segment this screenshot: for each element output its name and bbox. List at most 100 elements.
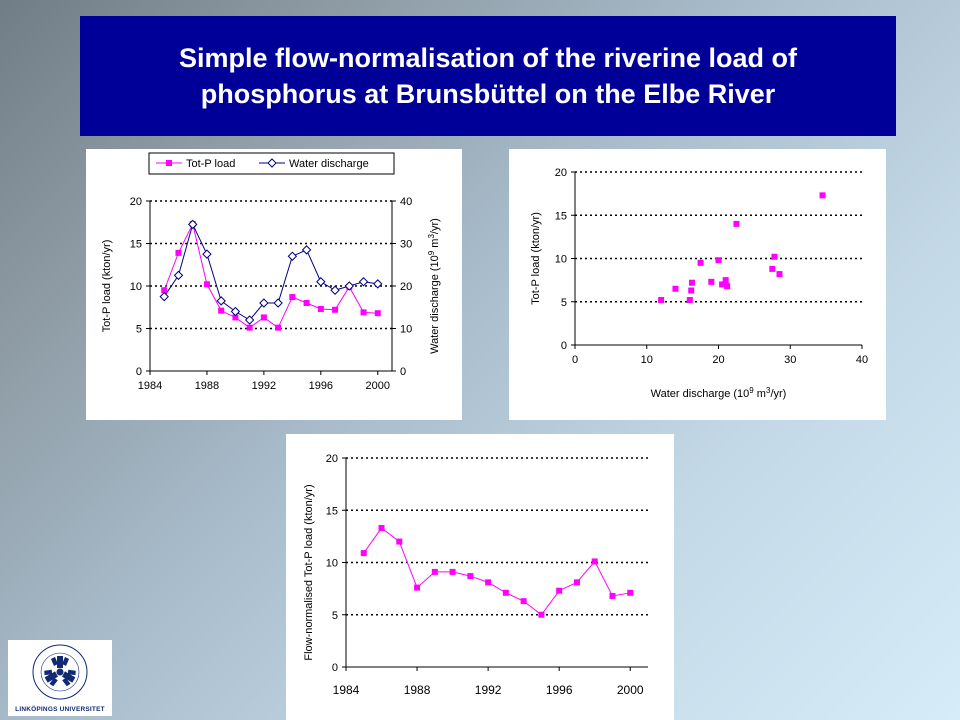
chart3-ytick-label: 15 [326,505,338,517]
chart3-point [538,611,545,618]
chart1-xtick-label: 1984 [138,380,162,392]
chart2-ytick-label: 15 [555,210,567,222]
chart3-point [609,592,616,599]
chart1-y2tick-label: 20 [400,281,412,293]
chart2-point [719,281,726,288]
chart1-load-point [289,294,296,301]
chart2-point [771,253,778,260]
chart1-discharge-point [273,298,283,308]
chart3-ytick-label: 10 [326,558,338,570]
chart1-y2label: Water discharge (109 m3/yr) [427,218,442,354]
chart3-point [573,579,580,586]
chart2-point [686,297,693,304]
chart1-discharge-point [316,277,326,287]
chart1-discharge-point [358,277,369,287]
chart1-load-point [374,310,381,317]
chart2-point [688,279,695,286]
chart3-point [485,579,492,586]
chart1-load-point [175,249,182,256]
chart1-discharge-point [173,270,184,281]
chart2-point [658,297,665,304]
chart2-xtick-label: 40 [856,354,868,366]
chart1-load-point [161,287,168,294]
chart1-ytick-label: 5 [136,324,142,336]
chart2-xtick-label: 30 [784,354,796,366]
chart3-xtick-label: 1992 [475,683,502,697]
chart1-y2tick-label: 10 [400,324,412,336]
chart3-point [360,550,367,557]
chart3-point [378,525,385,532]
chart2-point [697,259,704,266]
chart3-point [431,568,438,575]
chart2-svg: 0 5 10 15 20 0 10 20 30 40 Tot-P load (kton/yr) Wat… [530,167,868,401]
chart1-load-point [218,307,225,314]
chart2-xtick-label: 0 [572,354,578,366]
chart2-point [672,285,679,292]
chart3-series-line [363,527,631,616]
chart3-point [396,538,403,545]
chart3-svg: 0 5 10 15 20 1984 1988 1992 1996 2000 Flow-normali… [303,453,648,697]
university-seal-icon [32,644,88,700]
chart1-discharge-point [244,315,255,325]
flow-normalised-load-chart: 0 5 10 15 20 1984 1988 1992 1996 2000 Flow-normali… [286,434,674,720]
chart1-discharge-point [259,298,269,308]
chart1-ytick-label: 15 [130,239,142,251]
chart1-xtick-label: 1992 [252,380,276,392]
chart1-discharge-point [230,306,241,317]
chart1-y2tick-label: 40 [400,196,412,208]
chart1-load-point [275,324,282,331]
chart3-point [502,589,509,596]
chart1-discharge-point [287,251,298,261]
chart1-load-series-line [163,222,378,329]
page-title: Simple flow-normalisation of the riverin… [178,43,798,109]
chart2-point [769,265,776,272]
chart2-xtick-label: 10 [641,354,653,366]
chart2-point [733,220,740,227]
chart1-ytick-label: 20 [130,196,142,208]
chart3-point [591,558,598,565]
chart3-point [520,598,527,605]
load-vs-discharge-scatter-chart: 0 5 10 15 20 0 10 20 30 40 Tot-P load (kton/yr) Wat… [509,149,886,420]
chart1-ylabel: Tot-P load (kton/yr) [101,240,113,333]
chart1-discharge-series-line [163,222,378,321]
chart2-ytick-label: 10 [555,254,567,266]
chart3-point [414,584,421,591]
chart1-xtick-label: 2000 [366,380,390,392]
chart1-load-point [246,324,253,331]
load-discharge-timeseries-chart: Tot-P load Water discharge 0 5 10 15 20 0 10 20 30… [86,149,462,420]
chart1-load-point [232,314,239,321]
chart3-xtick-label: 2000 [617,683,644,697]
chart1-legend-discharge-marker [267,158,277,168]
chart3-point [467,573,474,580]
chart1-load-point [332,306,339,313]
title-banner: Simple flow-normalisation of the riverin… [80,16,896,136]
chart1-load-point [203,281,210,288]
university-logo: LINKÖPINGS UNIVERSITET [8,640,112,716]
chart1-load-point [360,309,367,316]
chart1-load-point [260,314,267,321]
chart1-discharge-point [216,296,226,306]
chart1-discharge-point [301,245,312,255]
chart2-ytick-label: 0 [561,340,567,352]
chart2-xlabel: Water discharge (109 m3/yr) [651,386,787,401]
chart3-ytick-label: 5 [332,610,338,622]
chart2-point [708,278,715,285]
chart1-load-point [317,305,324,312]
chart2-point [722,277,729,284]
chart1-xtick-label: 1988 [195,380,219,392]
chart2-point [776,271,783,278]
chart1-discharge-point [202,249,212,259]
chart1-load-point [303,300,310,306]
chart2-point [715,257,722,264]
chart3-point [556,587,563,594]
chart1-ytick-label: 0 [136,366,142,378]
chart3-ytick-label: 0 [332,662,338,674]
chart3-ytick-label: 20 [326,453,338,465]
chart3-xtick-label: 1996 [546,683,573,697]
chart3-xtick-label: 1988 [404,683,431,697]
chart2-point [724,283,731,290]
chart2-point [819,192,826,199]
chart1-y2tick-label: 30 [400,239,412,251]
chart3-point [449,568,456,575]
logo-text: LINKÖPINGS UNIVERSITET [15,706,105,713]
